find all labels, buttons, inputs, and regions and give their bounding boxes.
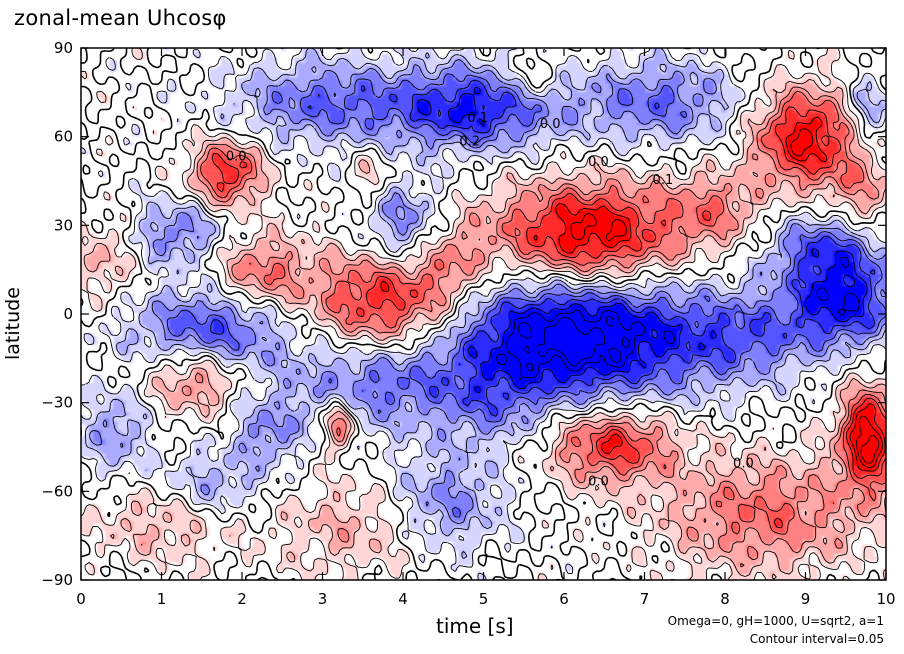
x-tick-label-8: 8 xyxy=(720,590,730,608)
contour-level--0.2 xyxy=(166,73,886,518)
y-tick-label--60: −60 xyxy=(41,482,73,500)
x-tick-label-4: 4 xyxy=(398,590,408,608)
x-tick-label-9: 9 xyxy=(801,590,811,608)
contour-interval-note: Contour interval=0.05 xyxy=(749,632,884,646)
contour-lines xyxy=(81,48,886,580)
contour-label-2: 0.0 xyxy=(540,117,561,132)
x-axis-label: time [s] xyxy=(436,614,514,638)
x-axis: 0 1 2 3 4 5 6 7 8 9 10 xyxy=(76,48,896,608)
y-axis-label: latitude xyxy=(2,287,24,360)
contour-level-0.4 xyxy=(860,435,880,464)
y-tick-label-60: 60 xyxy=(54,128,73,146)
contour-label-1: 0.2 xyxy=(459,135,480,150)
chart-title: zonal-mean Uhcosφ xyxy=(14,6,227,30)
contour-label-0: 0.1 xyxy=(467,111,488,126)
y-tick-label--30: −30 xyxy=(41,394,73,412)
contour-level-0.1 xyxy=(83,78,886,580)
y-tick-label-90: 90 xyxy=(54,39,73,57)
contour-level-0.2 xyxy=(200,90,886,535)
contour-level-0.35 xyxy=(570,128,883,469)
parameter-note: Omega=0, gH=1000, U=sqrt2, a=1 xyxy=(667,614,884,628)
contour-label-5: 0.0 xyxy=(226,149,247,164)
contour-label-4: 0.1 xyxy=(653,173,674,188)
contour-label-7: 0.0 xyxy=(733,457,754,472)
contour-level--0.25 xyxy=(210,79,876,417)
contour-label-3: 0.0 xyxy=(588,155,609,170)
x-tick-label-1: 1 xyxy=(157,590,167,608)
y-tick-label--90: −90 xyxy=(41,571,73,589)
contour-level-0.25 xyxy=(212,106,886,529)
contour-level--0.4 xyxy=(518,315,630,372)
contour-level-0.05 xyxy=(81,48,886,580)
x-tick-label-5: 5 xyxy=(479,590,489,608)
contour-labels: 0.1 0.2 0.0 0.0 0.1 0.0 0.0 0.0 xyxy=(226,111,754,490)
contour-level-0 xyxy=(81,48,886,580)
contour-label-6: 0.0 xyxy=(588,474,609,489)
contour-level--0.1 xyxy=(85,48,886,560)
contour-level--0.3 xyxy=(416,86,868,394)
x-tick-label-7: 7 xyxy=(640,590,650,608)
x-tick-label-0: 0 xyxy=(76,590,86,608)
y-tick-label-0: 0 xyxy=(63,305,73,323)
y-axis: −90 −60 −30 0 30 60 90 xyxy=(41,39,886,589)
contour-level-0.15 xyxy=(140,86,886,568)
x-tick-label-3: 3 xyxy=(318,590,328,608)
y-tick-label-30: 30 xyxy=(54,216,73,234)
x-tick-label-10: 10 xyxy=(876,590,895,608)
contour-level--0.35 xyxy=(466,102,860,381)
contour-level-0.3 xyxy=(380,116,886,472)
x-tick-label-2: 2 xyxy=(237,590,247,608)
contour-level--0.15 xyxy=(89,59,886,525)
x-tick-label-6: 6 xyxy=(559,590,569,608)
